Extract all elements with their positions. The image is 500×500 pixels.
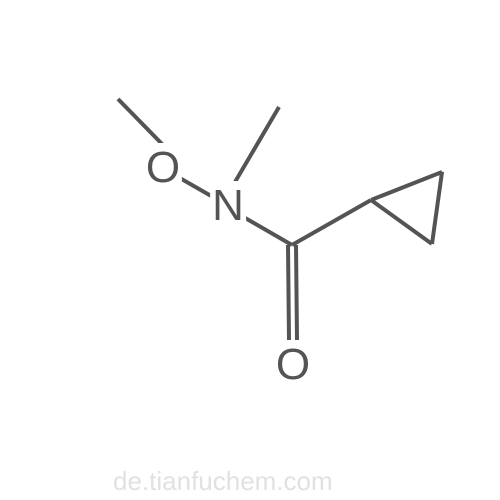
watermark-text: de.tianfuchem.com [113,466,333,497]
bond [239,213,293,246]
bond [117,98,165,147]
atom-label: O [144,143,182,193]
bond [370,170,442,202]
bond [177,175,214,198]
chemical-structure-canvas: ONO de.tianfuchem.com [0,0,500,500]
atom-label: N [210,181,246,231]
bond [233,106,280,183]
bond [294,245,299,340]
atom-label: O [274,340,312,390]
bond [286,245,291,340]
bond [291,198,372,246]
bond [370,198,433,245]
bond [430,172,444,245]
